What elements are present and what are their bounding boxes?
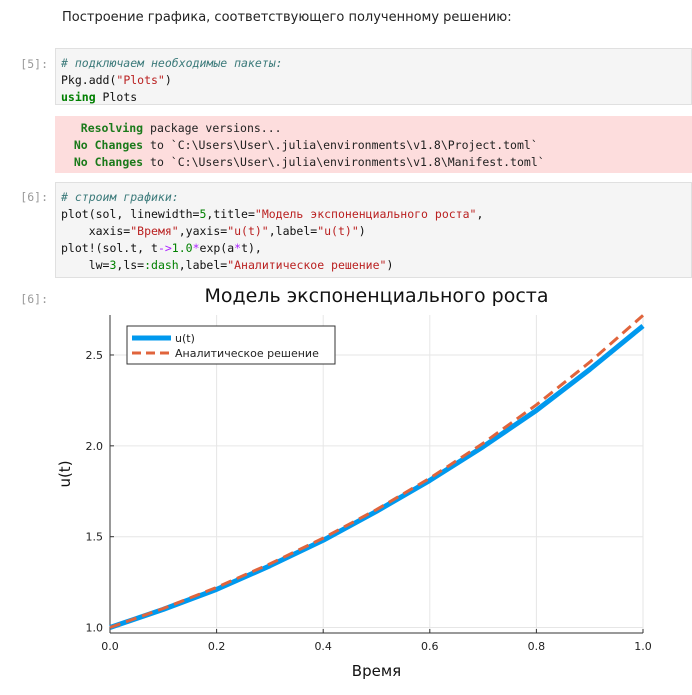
code-text: ,ls= xyxy=(116,258,145,272)
output-bold: No Changes xyxy=(73,138,144,152)
output-bold: No Changes xyxy=(73,155,144,169)
cell-prompt-6: [6]: xyxy=(20,190,48,204)
code-string: "Время" xyxy=(130,224,179,238)
code-text: t), xyxy=(241,241,262,255)
x-axis-label: Время xyxy=(352,662,401,680)
chart-title: Модель экспоненциального роста xyxy=(205,285,549,307)
code-string: "Plots" xyxy=(116,73,165,87)
y-tick-label: 2.5 xyxy=(86,349,104,362)
code-string: "u(t)" xyxy=(227,224,269,238)
markdown-text: Построение графика, соответствующего пол… xyxy=(62,10,512,25)
code-number: 5 xyxy=(199,207,207,221)
code-text: , xyxy=(476,207,484,221)
exponential-growth-chart: 0.0 0.2 0.4 0.6 0.8 1.0 1.0 1.5 2.0 2.5 Модель экс… xyxy=(56,285,652,680)
output-text: package versions... xyxy=(143,121,282,135)
code-text: ,title= xyxy=(206,207,255,221)
code-text: Plots xyxy=(95,90,138,104)
code-cell-6[interactable]: # строим графики: plot(sol, linewidth=5,… xyxy=(55,182,692,278)
y-tick-label: 1.5 xyxy=(86,531,104,544)
x-tick-label: 0.2 xyxy=(208,640,226,653)
code-text: ,yaxis= xyxy=(178,224,228,238)
x-tick-label: 0.4 xyxy=(314,640,332,653)
code-text: ) xyxy=(164,73,172,87)
code-keyword: using xyxy=(61,90,96,104)
code-comment: # подключаем необходимые пакеты: xyxy=(61,56,283,70)
code-text: plot!(sol.t, t xyxy=(61,241,158,255)
cell-output-5: Resolving package versions... No Changes… xyxy=(55,116,692,173)
y-tick-label: 1.0 xyxy=(86,622,104,635)
y-tick-label: 2.0 xyxy=(86,440,104,453)
code-text: ) xyxy=(386,258,394,272)
code-operator: * xyxy=(234,241,242,255)
series-line-1 xyxy=(109,323,645,630)
code-number: 3 xyxy=(109,258,117,272)
code-text: Pkg.add( xyxy=(61,73,117,87)
code-number: 1.0 xyxy=(171,241,193,255)
code-comment: # строим графики: xyxy=(61,190,179,204)
output-prompt-6: [6]: xyxy=(20,292,48,306)
x-tick-label: 0.6 xyxy=(421,640,439,653)
code-text: lw= xyxy=(61,258,110,272)
code-string: "Аналитическое решение" xyxy=(227,258,387,272)
code-text: ,label= xyxy=(178,258,228,272)
cell-prompt-5: [5]: xyxy=(20,57,48,71)
code-symbol: :dash xyxy=(144,258,179,272)
output-bold: Resolving xyxy=(80,121,144,135)
output-text: to `C:\Users\User\.julia\environments\v1… xyxy=(143,155,545,169)
code-text: exp(a xyxy=(199,241,235,255)
code-text: xaxis= xyxy=(61,224,131,238)
code-operator: * xyxy=(192,241,200,255)
code-string: "u(t)" xyxy=(317,224,359,238)
legend-box xyxy=(126,325,336,365)
series-line-2 xyxy=(109,314,644,629)
code-text: ,label= xyxy=(268,224,318,238)
x-tick-label: 1.0 xyxy=(634,640,652,653)
legend-label-1: u(t) xyxy=(175,332,195,345)
code-text: plot(sol, linewidth= xyxy=(61,207,200,221)
legend-label-2: Аналитическое решение xyxy=(175,347,319,360)
code-operator: -> xyxy=(157,241,172,255)
x-tick-label: 0.0 xyxy=(101,640,119,653)
code-string: "Модель экспоненциального роста" xyxy=(254,207,477,221)
output-text: to `C:\Users\User\.julia\environments\v1… xyxy=(143,138,538,152)
x-tick-label: 0.8 xyxy=(528,640,546,653)
code-text: ) xyxy=(358,224,366,238)
y-axis-label: u(t) xyxy=(56,460,74,487)
code-cell-5[interactable]: # подключаем необходимые пакеты: Pkg.add… xyxy=(55,48,692,105)
